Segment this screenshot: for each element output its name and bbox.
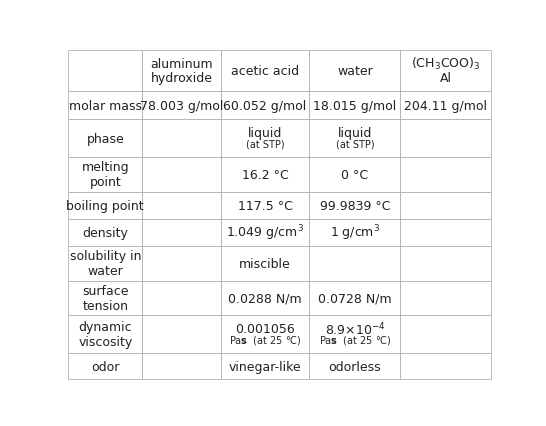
Bar (143, 120, 221, 158)
Text: 8.9×10$^{-4}$: 8.9×10$^{-4}$ (324, 321, 385, 337)
Text: boiling point: boiling point (67, 199, 144, 212)
Bar (68, 120, 143, 158)
Bar (143, 353, 221, 379)
Text: 99.9839 °C: 99.9839 °C (320, 199, 390, 212)
Text: surface
tension: surface tension (82, 284, 128, 312)
Bar (221, 281, 310, 316)
Text: 0.001056: 0.001056 (235, 322, 295, 336)
Text: Al: Al (440, 72, 452, 85)
Bar (68, 219, 143, 247)
Text: 60.052 g/mol: 60.052 g/mol (223, 100, 307, 112)
Bar (143, 192, 221, 219)
Bar (221, 219, 310, 247)
Text: (CH$_3$COO)$_3$: (CH$_3$COO)$_3$ (411, 56, 480, 72)
Bar (310, 120, 400, 158)
Bar (400, 92, 491, 120)
Bar (68, 353, 143, 379)
Bar (221, 120, 310, 158)
Bar (400, 51, 491, 92)
Bar (68, 281, 143, 316)
Bar (221, 192, 310, 219)
Text: (at STP): (at STP) (336, 139, 374, 149)
Text: acetic acid: acetic acid (231, 65, 299, 78)
Bar (400, 158, 491, 192)
Text: solubility in
water: solubility in water (69, 250, 141, 278)
Bar (310, 158, 400, 192)
Bar (221, 51, 310, 92)
Bar (221, 247, 310, 281)
Bar (310, 92, 400, 120)
Text: vinegar-like: vinegar-like (229, 360, 301, 373)
Text: 0 °C: 0 °C (341, 168, 369, 181)
Text: 78.003 g/mol: 78.003 g/mol (140, 100, 223, 112)
Text: dynamic
viscosity: dynamic viscosity (78, 320, 132, 348)
Bar (400, 120, 491, 158)
Text: odorless: odorless (329, 360, 381, 373)
Text: 0.0728 N/m: 0.0728 N/m (318, 292, 391, 305)
Bar (400, 247, 491, 281)
Text: melting
point: melting point (81, 161, 129, 189)
Bar (400, 281, 491, 316)
Bar (400, 353, 491, 379)
Text: 204.11 g/mol: 204.11 g/mol (405, 100, 488, 112)
Text: molar mass: molar mass (69, 100, 142, 112)
Bar (400, 316, 491, 353)
Text: (at STP): (at STP) (246, 139, 284, 149)
Bar (68, 51, 143, 92)
Bar (310, 192, 400, 219)
Bar (400, 219, 491, 247)
Text: liquid: liquid (248, 127, 282, 140)
Text: 0.0288 N/m: 0.0288 N/m (228, 292, 302, 305)
Bar (310, 219, 400, 247)
Text: aluminum: aluminum (150, 58, 213, 71)
Text: 117.5 °C: 117.5 °C (238, 199, 293, 212)
Text: 1 g/cm$^3$: 1 g/cm$^3$ (330, 223, 380, 243)
Text: 18.015 g/mol: 18.015 g/mol (313, 100, 396, 112)
Text: Pa$\mathbf{s}$  (at 25 °C): Pa$\mathbf{s}$ (at 25 °C) (229, 333, 301, 346)
Bar (68, 92, 143, 120)
Bar (310, 353, 400, 379)
Text: miscible: miscible (239, 257, 291, 271)
Bar (143, 316, 221, 353)
Bar (143, 92, 221, 120)
Text: water: water (337, 65, 373, 78)
Bar (221, 92, 310, 120)
Bar (143, 281, 221, 316)
Bar (68, 316, 143, 353)
Bar (143, 158, 221, 192)
Bar (68, 247, 143, 281)
Bar (143, 219, 221, 247)
Bar (310, 247, 400, 281)
Text: 16.2 °C: 16.2 °C (242, 168, 288, 181)
Bar (400, 192, 491, 219)
Bar (221, 353, 310, 379)
Text: odor: odor (91, 360, 120, 373)
Text: liquid: liquid (338, 127, 372, 140)
Bar (221, 316, 310, 353)
Bar (143, 247, 221, 281)
Bar (221, 158, 310, 192)
Text: density: density (82, 227, 128, 239)
Bar (68, 192, 143, 219)
Bar (68, 158, 143, 192)
Bar (310, 51, 400, 92)
Text: 1.049 g/cm$^3$: 1.049 g/cm$^3$ (226, 223, 304, 243)
Text: Pa$\mathbf{s}$  (at 25 °C): Pa$\mathbf{s}$ (at 25 °C) (319, 333, 391, 346)
Bar (310, 316, 400, 353)
Bar (310, 281, 400, 316)
Bar (143, 51, 221, 92)
Text: phase: phase (86, 132, 124, 145)
Text: hydroxide: hydroxide (151, 72, 212, 85)
